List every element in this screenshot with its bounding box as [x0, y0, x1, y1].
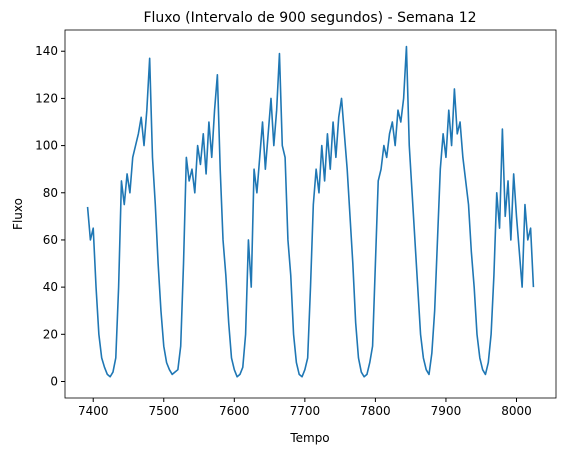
- x-axis-label: Tempo: [289, 431, 329, 445]
- x-tick-label: 7800: [360, 404, 391, 418]
- y-tick-label: 60: [43, 233, 58, 247]
- y-tick-label: 80: [43, 186, 58, 200]
- y-tick-label: 100: [35, 139, 58, 153]
- plot-frame: [64, 29, 557, 399]
- x-tick-label: 7400: [78, 404, 109, 418]
- y-tick-label: 20: [43, 327, 58, 341]
- x-tick-label: 8000: [501, 404, 532, 418]
- y-tick-label: 120: [35, 91, 58, 105]
- data-line: [86, 45, 535, 378]
- y-axis-label: Fluxo: [11, 198, 25, 230]
- x-tick-label: 7700: [290, 404, 321, 418]
- x-tick-label: 7900: [431, 404, 462, 418]
- x-tick-label: 7500: [148, 404, 179, 418]
- x-tick-label: 7600: [219, 404, 250, 418]
- y-tick-label: 40: [43, 280, 58, 294]
- y-tick-label: 0: [50, 374, 58, 388]
- chart-title: Fluxo (Intervalo de 900 segundos) - Sema…: [143, 10, 476, 26]
- y-tick-label: 140: [35, 44, 58, 58]
